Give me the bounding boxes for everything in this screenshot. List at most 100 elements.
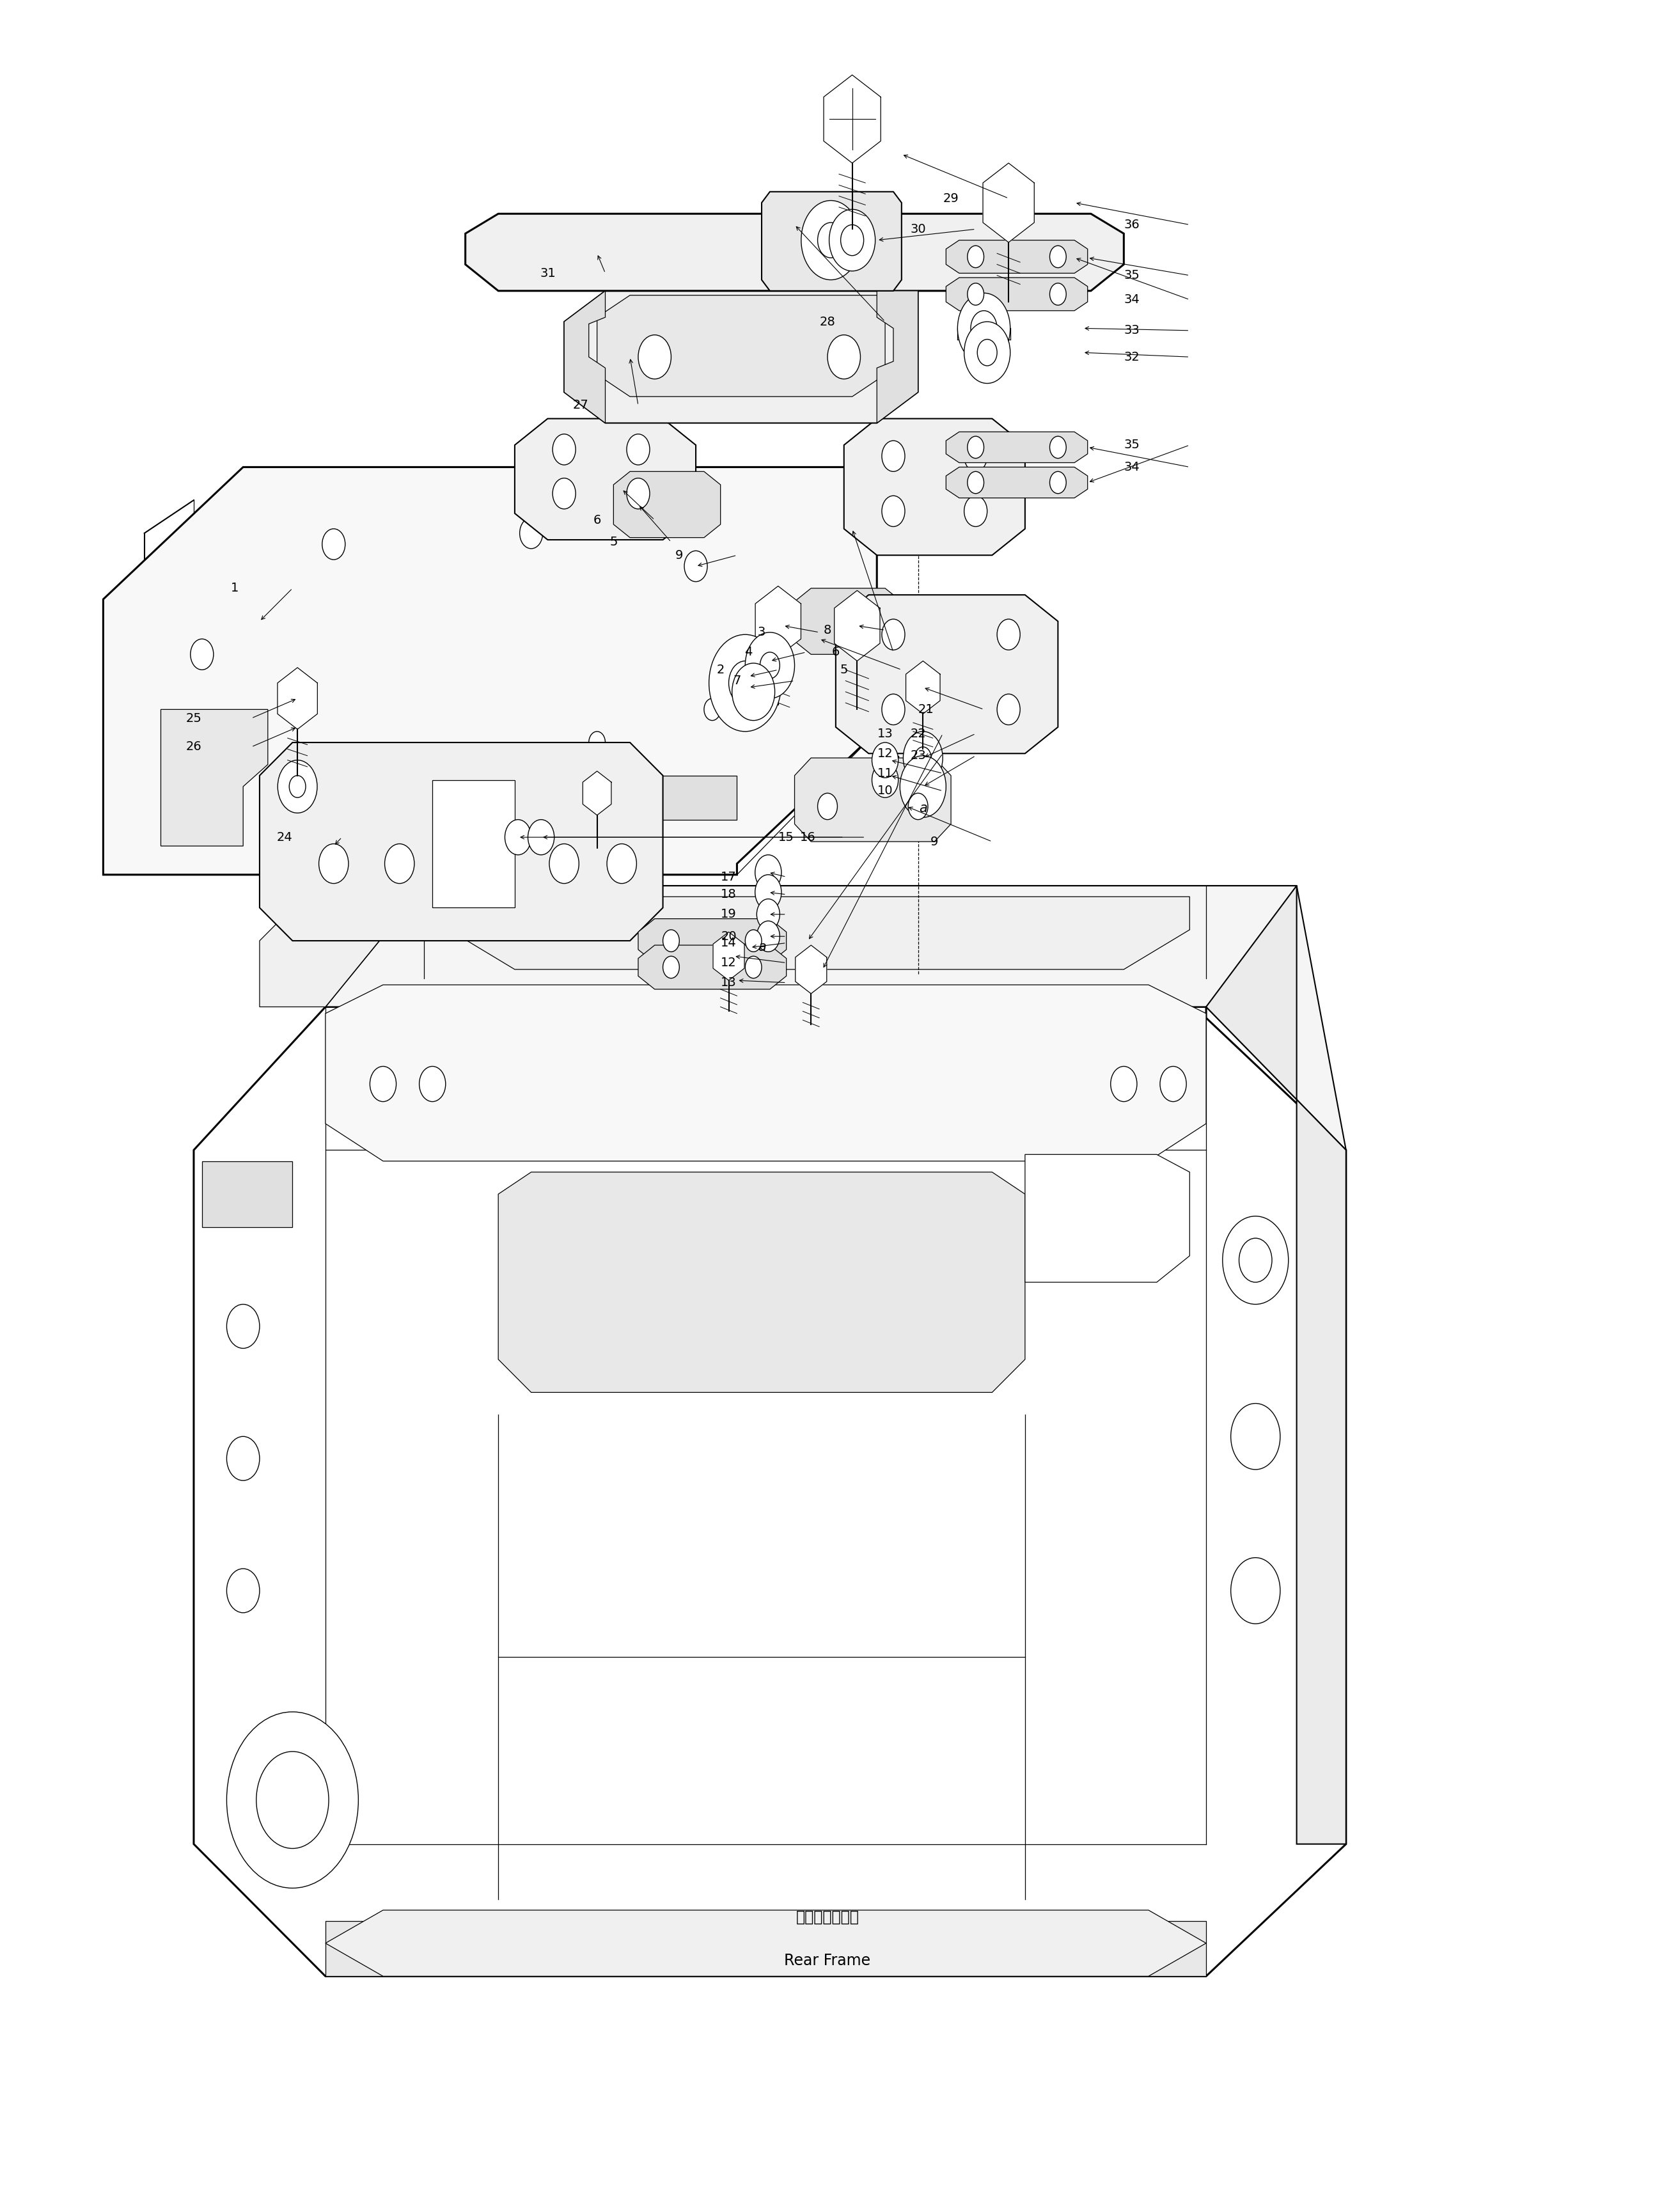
Text: 18: 18 [722, 889, 736, 900]
Circle shape [968, 283, 983, 305]
Text: 13: 13 [722, 975, 736, 989]
Text: 27: 27 [573, 400, 589, 411]
Polygon shape [639, 945, 786, 989]
Circle shape [319, 843, 349, 883]
Circle shape [828, 334, 861, 378]
Circle shape [664, 929, 679, 951]
Circle shape [1240, 1239, 1273, 1283]
Text: 5: 5 [609, 535, 617, 549]
Text: 23: 23 [910, 750, 925, 761]
Polygon shape [844, 418, 1024, 555]
Text: 3: 3 [758, 626, 766, 639]
Circle shape [1049, 283, 1066, 305]
Text: 9: 9 [930, 836, 938, 847]
Polygon shape [824, 75, 880, 164]
Circle shape [384, 843, 414, 883]
Text: 8: 8 [824, 624, 831, 637]
Circle shape [190, 639, 213, 670]
Circle shape [756, 898, 780, 929]
Circle shape [1049, 471, 1066, 493]
Circle shape [756, 920, 780, 951]
Circle shape [958, 292, 1010, 363]
Circle shape [419, 1066, 445, 1102]
Polygon shape [564, 290, 919, 422]
Circle shape [520, 518, 543, 549]
Text: 29: 29 [943, 192, 958, 204]
Circle shape [818, 223, 844, 259]
Polygon shape [194, 1006, 1346, 1975]
Polygon shape [564, 290, 606, 422]
Circle shape [278, 761, 318, 814]
Polygon shape [755, 586, 801, 657]
Text: a: a [758, 940, 766, 953]
Circle shape [996, 619, 1019, 650]
Polygon shape [597, 294, 885, 396]
Polygon shape [983, 164, 1034, 243]
Circle shape [872, 743, 899, 779]
Polygon shape [103, 467, 877, 874]
Circle shape [1111, 1066, 1137, 1102]
Circle shape [664, 956, 679, 978]
Text: 21: 21 [919, 703, 933, 714]
Polygon shape [796, 945, 828, 993]
Polygon shape [614, 471, 720, 538]
Text: 33: 33 [1124, 325, 1140, 336]
Circle shape [1231, 1402, 1281, 1469]
Text: 34: 34 [1124, 294, 1140, 305]
Text: 30: 30 [910, 223, 925, 234]
Text: 31: 31 [540, 268, 556, 279]
Polygon shape [326, 885, 1346, 1150]
Circle shape [829, 210, 875, 272]
Circle shape [227, 1712, 359, 1889]
Circle shape [968, 436, 983, 458]
Circle shape [745, 633, 794, 699]
Polygon shape [326, 1911, 1206, 1975]
Text: 13: 13 [877, 728, 894, 739]
Circle shape [909, 794, 928, 821]
Text: 34: 34 [1124, 460, 1140, 473]
Circle shape [323, 529, 346, 560]
Text: 22: 22 [910, 728, 925, 739]
Text: 12: 12 [877, 748, 894, 759]
Circle shape [818, 794, 837, 821]
Polygon shape [583, 772, 611, 816]
Circle shape [882, 495, 905, 526]
Circle shape [227, 1568, 260, 1613]
Text: 28: 28 [819, 316, 836, 327]
Circle shape [684, 551, 707, 582]
Circle shape [755, 874, 781, 909]
Polygon shape [713, 931, 745, 980]
Circle shape [996, 695, 1019, 726]
Text: 10: 10 [877, 785, 894, 796]
Polygon shape [498, 1172, 1024, 1391]
Text: 19: 19 [722, 909, 736, 920]
Text: 16: 16 [799, 832, 816, 843]
Text: 2: 2 [717, 664, 725, 677]
Circle shape [257, 1752, 329, 1849]
Circle shape [549, 843, 579, 883]
Polygon shape [515, 418, 695, 540]
Circle shape [457, 765, 473, 787]
Circle shape [900, 757, 947, 818]
Text: a: a [919, 803, 927, 814]
Circle shape [915, 748, 932, 770]
Circle shape [978, 338, 996, 365]
Text: 35: 35 [1124, 270, 1140, 281]
Polygon shape [432, 781, 515, 907]
Polygon shape [761, 192, 902, 290]
Polygon shape [947, 431, 1087, 462]
Text: 35: 35 [1124, 438, 1140, 451]
Circle shape [745, 929, 761, 951]
Polygon shape [639, 918, 786, 962]
Circle shape [607, 843, 637, 883]
Text: 4: 4 [745, 646, 753, 659]
Text: 5: 5 [841, 664, 847, 677]
Circle shape [528, 821, 554, 854]
Polygon shape [834, 591, 880, 661]
Polygon shape [465, 215, 1124, 290]
Circle shape [627, 478, 650, 509]
Polygon shape [877, 290, 919, 422]
Text: 25: 25 [185, 712, 202, 723]
Circle shape [904, 732, 943, 785]
Circle shape [882, 619, 905, 650]
